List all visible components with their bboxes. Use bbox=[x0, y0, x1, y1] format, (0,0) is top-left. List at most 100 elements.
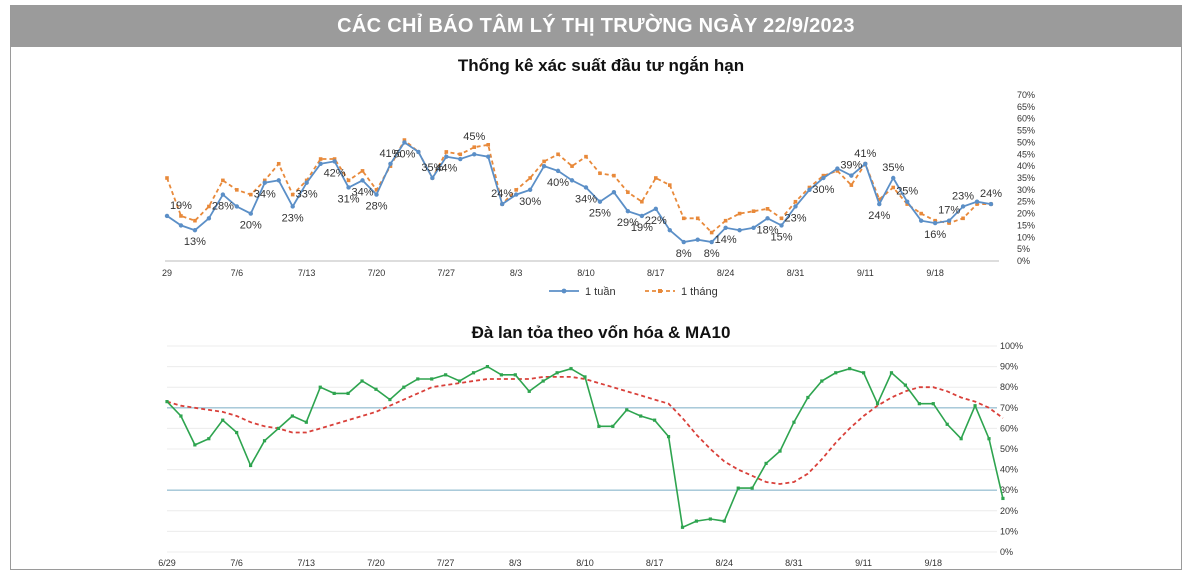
data-label: 8% bbox=[676, 248, 692, 260]
data-point-week bbox=[555, 168, 561, 174]
data-point-breadth bbox=[639, 414, 643, 418]
data-point-breadth bbox=[792, 420, 796, 424]
data-point-breadth bbox=[416, 377, 420, 381]
x-tick-label: 8/10 bbox=[577, 268, 595, 278]
data-point-breadth bbox=[973, 404, 977, 408]
data-point-month bbox=[556, 152, 560, 157]
data-point-week bbox=[709, 239, 714, 245]
data-point-breadth bbox=[499, 373, 503, 377]
data-point-week bbox=[793, 204, 798, 209]
data-point-breadth bbox=[848, 367, 852, 371]
data-point-week bbox=[891, 175, 896, 181]
y-tick-label: 80% bbox=[1000, 382, 1018, 392]
data-point-week bbox=[765, 216, 770, 221]
data-point-breadth bbox=[444, 373, 448, 377]
data-point-week bbox=[499, 201, 505, 207]
data-point-breadth bbox=[262, 439, 267, 443]
data-label: 28% bbox=[365, 201, 387, 213]
data-point-breadth bbox=[931, 402, 935, 406]
data-point-week bbox=[318, 161, 323, 166]
data-point-month bbox=[276, 161, 281, 166]
data-point-breadth bbox=[374, 387, 378, 391]
chart-title: Thống kê xác suất đầu tư ngắn hạn bbox=[458, 56, 744, 75]
data-point-week bbox=[332, 159, 337, 164]
data-label: 40% bbox=[547, 177, 569, 189]
legend-label: 1 tuần bbox=[585, 286, 616, 298]
data-label: 42% bbox=[324, 167, 346, 179]
y-tick-label: 40% bbox=[1017, 161, 1035, 171]
data-point-breadth bbox=[165, 400, 169, 404]
y-tick-label: 40% bbox=[1000, 465, 1018, 475]
y-tick-label: 30% bbox=[1000, 485, 1018, 495]
data-label: 23% bbox=[952, 190, 974, 202]
data-point-week bbox=[220, 192, 226, 197]
data-point-month bbox=[318, 157, 323, 161]
data-point-breadth bbox=[402, 385, 406, 389]
data-point-breadth bbox=[945, 422, 949, 426]
y-tick-label: 20% bbox=[1017, 209, 1035, 219]
data-label: 44% bbox=[435, 163, 457, 175]
data-label: 18% bbox=[757, 224, 779, 236]
data-point-week bbox=[374, 192, 379, 197]
data-point-month bbox=[723, 218, 728, 223]
data-point-breadth bbox=[875, 402, 880, 406]
data-label: 25% bbox=[896, 186, 918, 198]
data-point-week bbox=[472, 152, 477, 157]
data-point-breadth bbox=[555, 371, 559, 375]
data-point-week bbox=[751, 225, 756, 230]
data-point-month bbox=[598, 171, 602, 176]
data-point-breadth bbox=[569, 367, 573, 371]
y-tick-label: 15% bbox=[1017, 220, 1035, 230]
data-point-breadth bbox=[694, 519, 699, 523]
data-point-month bbox=[458, 152, 463, 157]
x-tick-label: 7/6 bbox=[231, 268, 244, 278]
data-point-month bbox=[388, 164, 393, 168]
data-point-week bbox=[653, 206, 659, 212]
data-point-breadth bbox=[625, 408, 629, 412]
x-tick-label: 8/17 bbox=[646, 558, 664, 567]
data-point-month bbox=[262, 178, 267, 183]
data-point-week bbox=[667, 227, 672, 233]
y-tick-label: 60% bbox=[1017, 114, 1035, 124]
data-label: 41% bbox=[379, 148, 401, 160]
data-point-week bbox=[695, 237, 700, 242]
data-label: 29% bbox=[617, 217, 639, 229]
data-label: 28% bbox=[212, 201, 234, 213]
data-label: 15% bbox=[770, 231, 792, 243]
data-point-week bbox=[416, 149, 421, 155]
data-point-month bbox=[793, 199, 798, 204]
data-label: 30% bbox=[519, 196, 541, 208]
market-breadth-chart: Đà lan tỏa theo vốn hóa & MA10 100% 90% 80… bbox=[158, 323, 1023, 567]
data-point-breadth bbox=[304, 420, 308, 424]
data-point-week bbox=[402, 140, 407, 145]
data-point-week bbox=[863, 161, 868, 166]
series-line-month bbox=[166, 138, 991, 234]
x-tick-label: 8/17 bbox=[647, 268, 665, 278]
data-point-breadth bbox=[611, 424, 615, 428]
data-point-breadth bbox=[457, 379, 462, 383]
data-point-breadth bbox=[722, 519, 726, 523]
data-point-month bbox=[612, 173, 616, 178]
data-label: 17% bbox=[938, 205, 960, 217]
data-point-month bbox=[947, 221, 951, 225]
data-point-breadth bbox=[248, 463, 253, 468]
x-tick-label: 7/20 bbox=[368, 268, 386, 278]
data-point-breadth bbox=[834, 371, 838, 375]
x-tick-label: 7/27 bbox=[437, 558, 455, 567]
x-tick-label: 7/27 bbox=[438, 268, 456, 278]
data-point-week bbox=[807, 187, 812, 193]
data-point-month bbox=[779, 216, 784, 221]
data-point-week bbox=[639, 213, 645, 219]
data-point-month bbox=[528, 176, 532, 180]
data-point-week bbox=[346, 185, 351, 190]
data-point-month bbox=[961, 216, 965, 221]
data-point-breadth bbox=[736, 486, 740, 490]
legend-label: 1 tháng bbox=[681, 286, 718, 298]
data-point-breadth bbox=[541, 379, 545, 383]
data-point-week bbox=[597, 199, 603, 204]
legend-marker-week bbox=[561, 288, 567, 294]
chart-title: Đà lan tỏa theo vốn hóa & MA10 bbox=[472, 323, 731, 342]
data-point-month bbox=[821, 173, 826, 178]
data-label: 34% bbox=[254, 189, 276, 201]
data-point-week bbox=[849, 173, 854, 178]
